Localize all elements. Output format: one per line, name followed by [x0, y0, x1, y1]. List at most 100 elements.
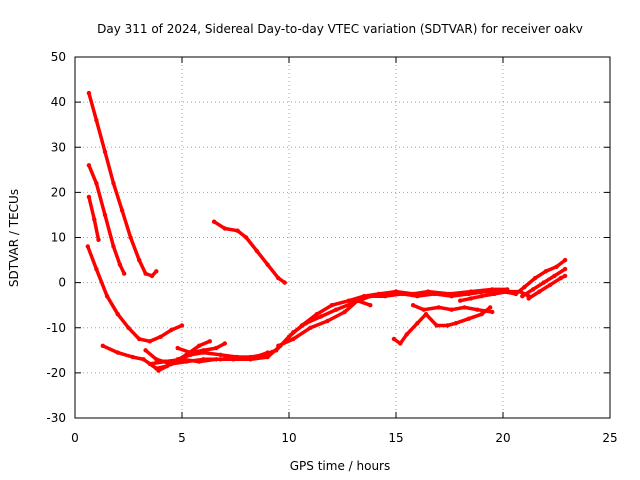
- series-arc-1: [87, 91, 159, 278]
- data-point: [391, 336, 397, 342]
- data-point: [520, 294, 525, 299]
- data-point: [147, 339, 153, 344]
- data-point: [526, 296, 531, 301]
- data-point: [115, 350, 121, 355]
- data-point: [462, 305, 467, 310]
- data-point: [111, 244, 116, 249]
- data-point: [196, 359, 202, 364]
- data-point: [143, 348, 148, 353]
- data-point: [562, 257, 568, 263]
- data-point: [453, 321, 459, 326]
- data-point: [558, 275, 563, 281]
- data-point: [415, 294, 420, 299]
- data-point: [543, 269, 548, 274]
- data-point: [541, 280, 546, 285]
- data-point: [276, 275, 281, 281]
- data-series: [85, 90, 568, 373]
- data-point: [468, 296, 474, 301]
- data-point: [86, 194, 92, 200]
- data-point: [96, 237, 101, 242]
- data-point: [562, 266, 568, 272]
- x-tick-label: 0: [71, 431, 79, 445]
- data-point: [248, 357, 253, 362]
- data-point: [188, 350, 193, 355]
- data-point: [147, 361, 153, 367]
- data-point: [201, 348, 206, 353]
- data-point: [368, 294, 373, 299]
- data-point: [303, 321, 309, 326]
- x-tick-label: 20: [495, 431, 510, 445]
- x-tick-label: 25: [602, 431, 617, 445]
- data-point: [410, 303, 416, 308]
- data-point: [102, 212, 108, 218]
- data-point: [94, 266, 99, 272]
- data-point: [158, 334, 163, 339]
- data-point: [432, 291, 437, 297]
- data-point: [537, 289, 542, 294]
- data-point: [184, 352, 189, 357]
- data-point: [383, 294, 388, 299]
- data-point: [436, 305, 441, 310]
- x-tick-label: 5: [178, 431, 186, 445]
- data-point: [554, 264, 559, 269]
- data-point: [141, 357, 146, 362]
- y-tick-label: -20: [46, 366, 66, 380]
- data-point: [154, 269, 159, 274]
- data-point: [156, 368, 161, 373]
- data-point: [179, 323, 185, 328]
- data-point: [94, 118, 99, 123]
- data-point: [265, 262, 270, 267]
- data-point: [421, 307, 426, 312]
- data-point: [291, 330, 296, 335]
- data-point: [291, 336, 296, 342]
- series-arc-8: [156, 339, 212, 373]
- data-point: [415, 321, 420, 326]
- data-point: [393, 289, 399, 294]
- axis-tick-labels: 0 5 10 15 20 25 -30 -20 -10 0 10 20 30 40 50: [46, 50, 617, 445]
- data-point: [530, 287, 536, 292]
- data-point: [102, 149, 108, 154]
- series-arc-12: [392, 305, 492, 346]
- data-point: [86, 90, 92, 96]
- data-point: [314, 312, 319, 317]
- y-tick-label: 10: [51, 231, 66, 245]
- data-point: [119, 208, 125, 213]
- y-tick-label: -10: [46, 321, 66, 335]
- data-point: [488, 305, 493, 310]
- data-point: [231, 357, 236, 362]
- data-point: [466, 291, 471, 297]
- data-point: [434, 323, 439, 328]
- data-point: [552, 273, 557, 279]
- data-point: [423, 312, 429, 317]
- data-point: [162, 359, 168, 364]
- axis-ticks: [74, 56, 611, 419]
- data-point: [137, 257, 142, 263]
- data-point: [445, 323, 450, 328]
- data-point: [128, 235, 133, 240]
- data-point: [505, 289, 510, 294]
- y-tick-label: -30: [46, 411, 66, 425]
- data-point: [104, 294, 110, 299]
- data-point: [143, 271, 148, 276]
- data-point: [169, 327, 174, 333]
- data-point: [100, 343, 106, 348]
- data-point: [137, 336, 142, 342]
- data-point: [479, 294, 484, 299]
- data-point: [115, 312, 121, 317]
- data-point: [342, 309, 347, 315]
- data-point: [222, 341, 227, 346]
- data-point: [111, 181, 116, 186]
- data-point: [562, 273, 568, 279]
- chart-title: Day 311 of 2024, Sidereal Day-to-day VTE…: [97, 22, 583, 36]
- y-tick-label: 0: [58, 276, 66, 290]
- data-point: [169, 361, 174, 367]
- series-arc-4: [86, 244, 184, 344]
- data-point: [346, 298, 352, 303]
- data-point: [86, 163, 92, 168]
- data-point: [547, 282, 553, 288]
- data-point: [325, 318, 330, 324]
- data-point: [117, 262, 123, 267]
- data-point: [154, 357, 159, 362]
- x-tick-label: 10: [281, 431, 296, 445]
- y-axis-label: SDTVAR / TECUs: [7, 189, 21, 287]
